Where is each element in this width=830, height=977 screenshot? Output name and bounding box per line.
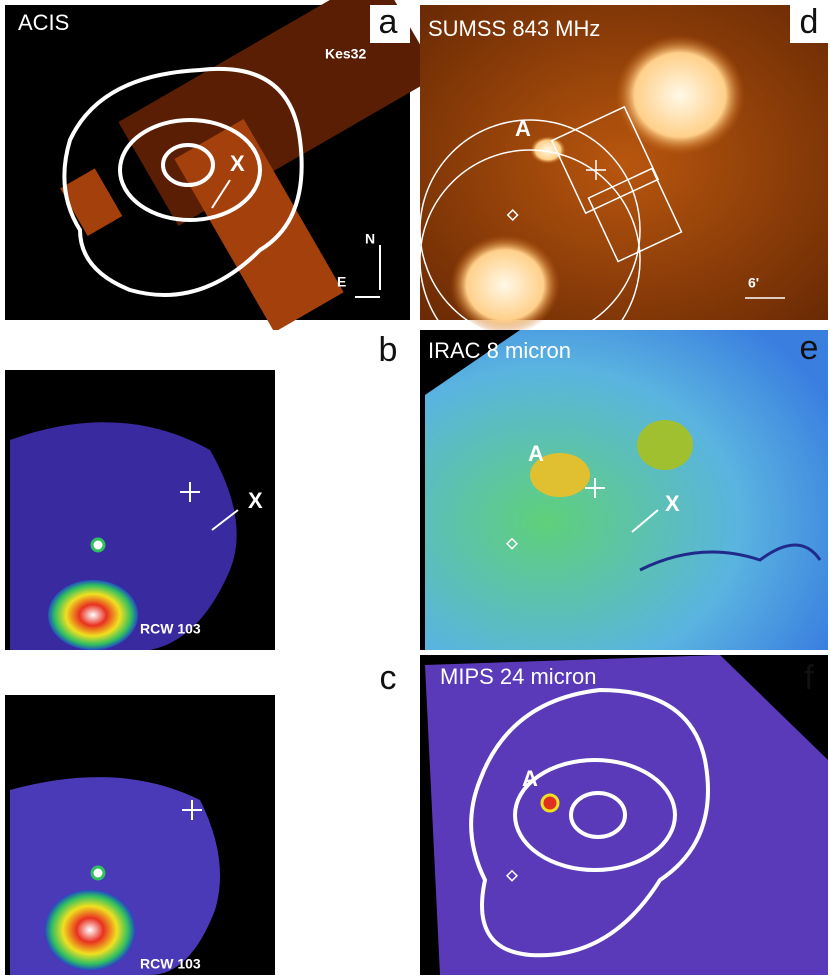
annotation: X	[230, 151, 245, 176]
annotation: A	[515, 116, 531, 141]
annotation: 6'	[748, 275, 759, 291]
panel-label: IRAC 8 micron	[428, 338, 571, 363]
panel-letter: c	[380, 659, 397, 697]
panel-letter: f	[804, 659, 814, 697]
panel-label: MOS1+2	[14, 338, 101, 363]
annotation: A	[522, 766, 538, 791]
panel-letter: e	[800, 329, 819, 367]
panel-a: ACIS a Kes32 X N E	[5, 0, 439, 333]
annotation: A	[528, 441, 544, 466]
panel-f: MIPS 24 micron f A	[420, 655, 828, 975]
panel-label: ACIS	[18, 10, 69, 35]
panel-b: MOS1+2 b X RCW 103	[5, 330, 410, 650]
panel-letter: a	[379, 3, 398, 41]
panel-letter: b	[379, 331, 398, 369]
annotation: X	[248, 488, 263, 513]
annotation: N	[365, 231, 375, 247]
panel-letter: d	[800, 3, 819, 41]
panel-label: SUMSS 843 MHz	[428, 16, 600, 41]
annotation: X	[665, 491, 680, 516]
annotation: E	[337, 274, 346, 290]
panel-e: IRAC 8 micron e A X	[420, 329, 828, 650]
panel-c: MOS1+2 c RCW 103	[5, 655, 410, 975]
annotation: RCW 103	[140, 956, 201, 972]
panel-label: MIPS 24 micron	[440, 664, 597, 689]
panel-label: MOS1+2	[14, 666, 101, 691]
annotation: Kes32	[325, 46, 366, 62]
annotation: RCW 103	[140, 621, 201, 637]
panel-d: SUMSS 843 MHz d A 6'	[419, 3, 828, 371]
